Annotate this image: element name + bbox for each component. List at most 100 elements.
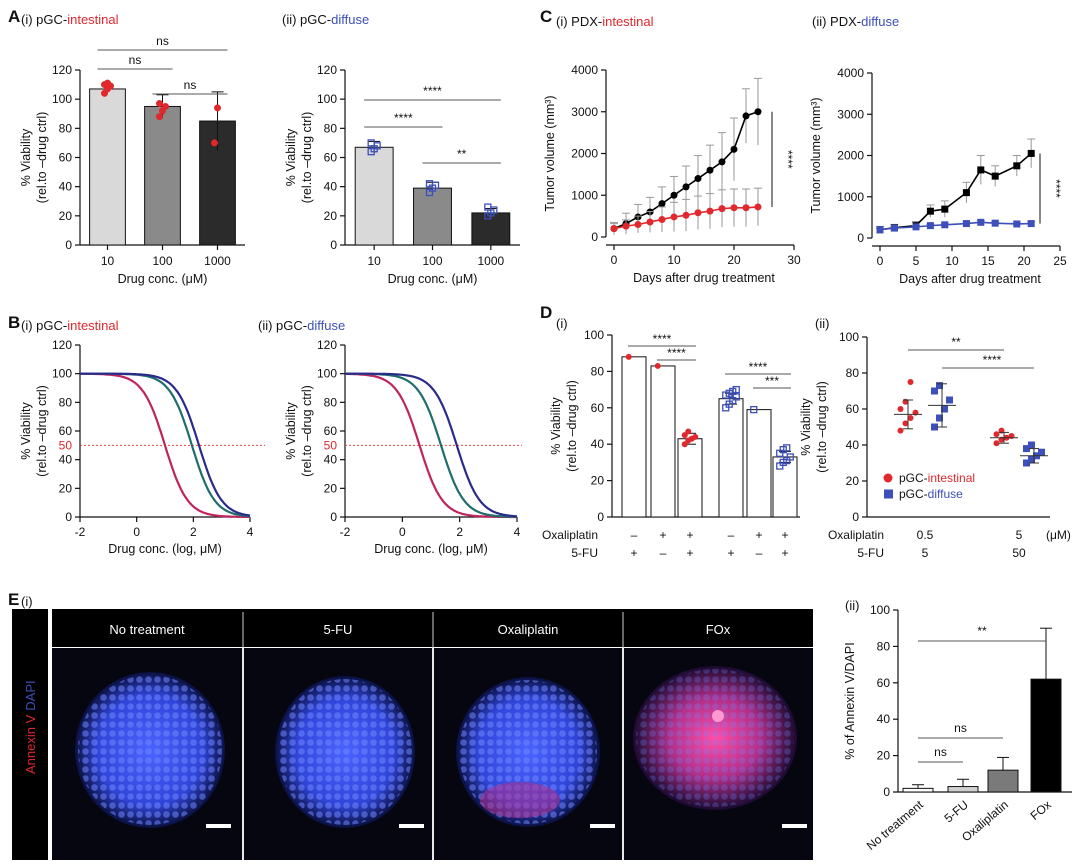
panel-e-i-label: (i) <box>21 594 33 609</box>
oxaliplatin-sign: + <box>755 528 762 542</box>
significance-label: ns <box>954 721 967 735</box>
data-point <box>993 440 1000 447</box>
data-point <box>484 203 492 211</box>
x-tick-label: -2 <box>340 525 351 539</box>
subtitle-b-ii: (ii) pGC-diffuse <box>258 318 345 333</box>
y-tick-label: 80 <box>59 121 73 135</box>
condition-label-oxaliplatin: Oxaliplatin <box>498 622 559 637</box>
y-tick-label: 20 <box>59 481 73 495</box>
y-tick-label: 80 <box>591 364 605 378</box>
significance-label: *** <box>765 374 779 388</box>
dose-response-curve <box>80 372 251 517</box>
panel-label-d: D <box>540 303 552 322</box>
data-point <box>890 224 898 232</box>
oxaliplatin-sign: + <box>659 528 666 542</box>
organoid-texture <box>278 679 412 825</box>
y-tick-label: 20 <box>877 749 891 763</box>
fu-sign: + <box>727 546 734 560</box>
scale-bar <box>399 824 424 828</box>
oxaliplatin-sign: – <box>631 528 638 542</box>
data-point <box>742 112 750 120</box>
x-tick-label: 0 <box>611 253 618 267</box>
y-tick-label: 40 <box>59 180 73 194</box>
data-point <box>156 100 163 108</box>
y-tick-label: 1000 <box>837 190 864 204</box>
bar <box>746 409 772 518</box>
x-tick-label: 0 <box>399 525 406 539</box>
x-axis-label: Drug conc. (log, μM) <box>108 542 221 556</box>
x-tick-label: FOx <box>1028 798 1054 823</box>
data-point <box>962 189 970 197</box>
x-tick-label: 20 <box>727 253 741 267</box>
data-point <box>104 79 111 87</box>
panel-label-b: B <box>8 313 20 332</box>
significance-label: **** <box>423 84 442 98</box>
x-tick-label: 10 <box>367 254 381 268</box>
data-point <box>214 104 221 112</box>
subtitle-c-ii: (ii) PDX-diffuse <box>812 14 899 29</box>
data-point <box>706 166 714 174</box>
scale-bar <box>206 824 231 828</box>
x-tick-label: 100 <box>152 254 172 268</box>
y-axis-label: (rel.to –drug ctrl) <box>565 380 579 472</box>
significance-label: ** <box>457 147 467 161</box>
data-point <box>907 415 914 421</box>
stain-label-strip <box>12 609 48 860</box>
y-tick-label: 2000 <box>837 149 864 163</box>
data-point <box>694 209 702 217</box>
data-point <box>991 172 999 180</box>
x-tick-label: 30 <box>787 253 801 267</box>
chart-d-i-bar: 0 20 40 60 80 100 % Viability (rel.to –drug ctr… <box>542 328 800 560</box>
bar <box>413 187 452 246</box>
data-point <box>706 207 714 215</box>
x-tick-label: 4 <box>247 525 254 539</box>
data-point <box>670 213 678 221</box>
y-tick-label: 3000 <box>571 105 598 119</box>
y-axis-label: % Viability <box>284 128 298 186</box>
data-point <box>658 200 666 208</box>
data-point <box>658 215 666 223</box>
ic50-reference-label: 50 <box>324 438 338 452</box>
data-point <box>622 222 630 230</box>
bar <box>89 88 126 246</box>
significance-label: **** <box>1049 179 1063 198</box>
y-tick-label: 80 <box>846 366 860 380</box>
x-tick-label: 20 <box>1017 254 1031 268</box>
y-tick-label: 3000 <box>837 107 864 121</box>
data-point <box>156 113 163 121</box>
x-axis-label: Days after drug treatment <box>633 271 775 285</box>
organoid-texture <box>636 669 794 807</box>
oxaliplatin-row-label: Oxaliplatin <box>828 528 884 542</box>
x-tick-label: 0 <box>133 525 140 539</box>
bar <box>902 787 934 793</box>
panel-label-c: C <box>540 7 552 26</box>
panel-label-a: A <box>8 7 20 26</box>
data-point <box>946 396 953 404</box>
panel-e-ii-label: (ii) <box>845 598 859 613</box>
condition-label-no-treatment: No treatment <box>109 622 185 637</box>
y-tick-label: 60 <box>591 401 605 415</box>
chart-e-ii-bar: 0 20 40 60 80 100 % of Annexin V/DAPI No treatm… <box>843 603 1072 853</box>
y-tick-label: 120 <box>52 338 72 352</box>
x-axis-label: Drug conc. (log, μM) <box>374 542 487 556</box>
x-tick-label: 100 <box>422 254 442 268</box>
y-tick-label: 60 <box>846 402 860 416</box>
subtitle-b-i: (i) pGC-intestinal <box>21 318 119 333</box>
y-axis-label: (rel.to –drug ctrl) <box>300 112 314 204</box>
data-point <box>993 431 1000 438</box>
x-axis-label: Drug conc. (μM) <box>118 272 208 286</box>
y-tick-label: 1000 <box>571 188 598 202</box>
y-axis-label: % Viability <box>284 402 298 460</box>
y-tick-label: 80 <box>324 121 338 135</box>
scale-bar <box>782 824 807 828</box>
data-point <box>685 428 692 435</box>
oxaliplatin-dose: 5 <box>1016 528 1023 542</box>
data-point <box>634 220 642 228</box>
y-tick-label: 120 <box>317 338 337 352</box>
x-tick-label: 25 <box>1053 254 1067 268</box>
subtitle-d-ii: (ii) <box>815 316 829 331</box>
data-point <box>367 139 375 147</box>
y-tick-label: 0 <box>857 231 864 245</box>
